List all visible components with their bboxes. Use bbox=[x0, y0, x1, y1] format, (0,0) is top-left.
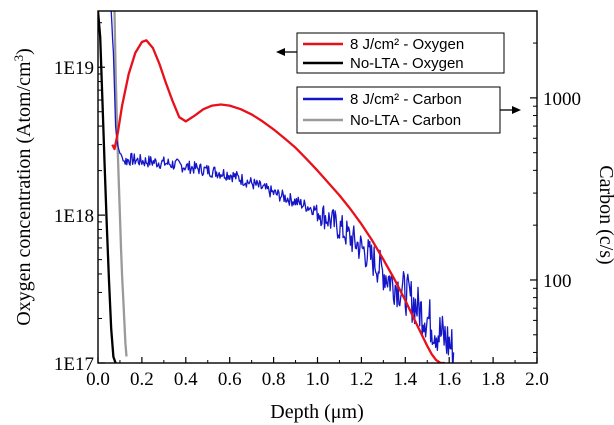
x-tick-label: 1.0 bbox=[306, 369, 330, 390]
y-right-tick-label: 1000 bbox=[543, 89, 581, 110]
legend-oxygen: 8 J/cm² - Oxygen No-LTA - Oxygen bbox=[276, 32, 505, 74]
y-right-axis: 100 1000 bbox=[530, 10, 581, 353]
y-left-tick-label: 1E19 bbox=[54, 58, 94, 79]
legend-oxygen-frame bbox=[296, 32, 505, 74]
legend-carbon-arrowhead bbox=[512, 106, 521, 114]
x-axis-title: Depth (μm) bbox=[270, 401, 363, 423]
x-tick-label: 0.2 bbox=[130, 369, 154, 390]
y-left-axis-title: Oxygen concentration (Atom/cm3) bbox=[11, 48, 36, 326]
y-left-tick-label: 1E18 bbox=[54, 206, 94, 227]
x-tick-label: 1.6 bbox=[437, 369, 461, 390]
series-carbon-8j bbox=[110, 11, 455, 363]
legend-label-oxygen-8j: 8 J/cm² - Oxygen bbox=[350, 36, 464, 53]
legend-label-carbon-8j: 8 J/cm² - Carbon bbox=[350, 91, 462, 108]
x-axis: 0.0 0.2 0.4 0.6 0.8 1.0 1.2 1.4 1.6 1.8 2.0 bbox=[86, 357, 549, 390]
series-layer bbox=[98, 11, 455, 363]
x-tick-label: 0.0 bbox=[86, 369, 110, 390]
legend-label-carbon-nolta: No-LTA - Carbon bbox=[350, 112, 461, 129]
legend-oxygen-arrowhead bbox=[276, 48, 285, 56]
legend-carbon: 8 J/cm² - Carbon No-LTA - Carbon bbox=[296, 86, 521, 134]
x-tick-label: 0.6 bbox=[218, 369, 242, 390]
y-left-axis: 1E17 1E18 1E19 bbox=[54, 22, 105, 375]
x-tick-label: 1.2 bbox=[350, 369, 374, 390]
series-oxygen-nolta bbox=[98, 11, 117, 363]
legend-label-oxygen-nolta: No-LTA - Oxygen bbox=[350, 55, 464, 72]
x-tick-label: 0.8 bbox=[262, 369, 286, 390]
legend-carbon-frame bbox=[296, 86, 501, 134]
x-tick-label: 1.8 bbox=[481, 369, 505, 390]
y-right-tick-label: 100 bbox=[543, 271, 572, 292]
x-tick-label: 1.4 bbox=[393, 369, 417, 390]
series-oxygen-8j bbox=[111, 39, 445, 363]
y-right-axis-title: Carbon (c/s) bbox=[595, 165, 614, 264]
y-left-tick-label: 1E17 bbox=[54, 354, 94, 375]
x-tick-label: 0.4 bbox=[174, 369, 198, 390]
series-carbon-nolta bbox=[113, 11, 128, 357]
x-tick-label: 2.0 bbox=[525, 369, 549, 390]
